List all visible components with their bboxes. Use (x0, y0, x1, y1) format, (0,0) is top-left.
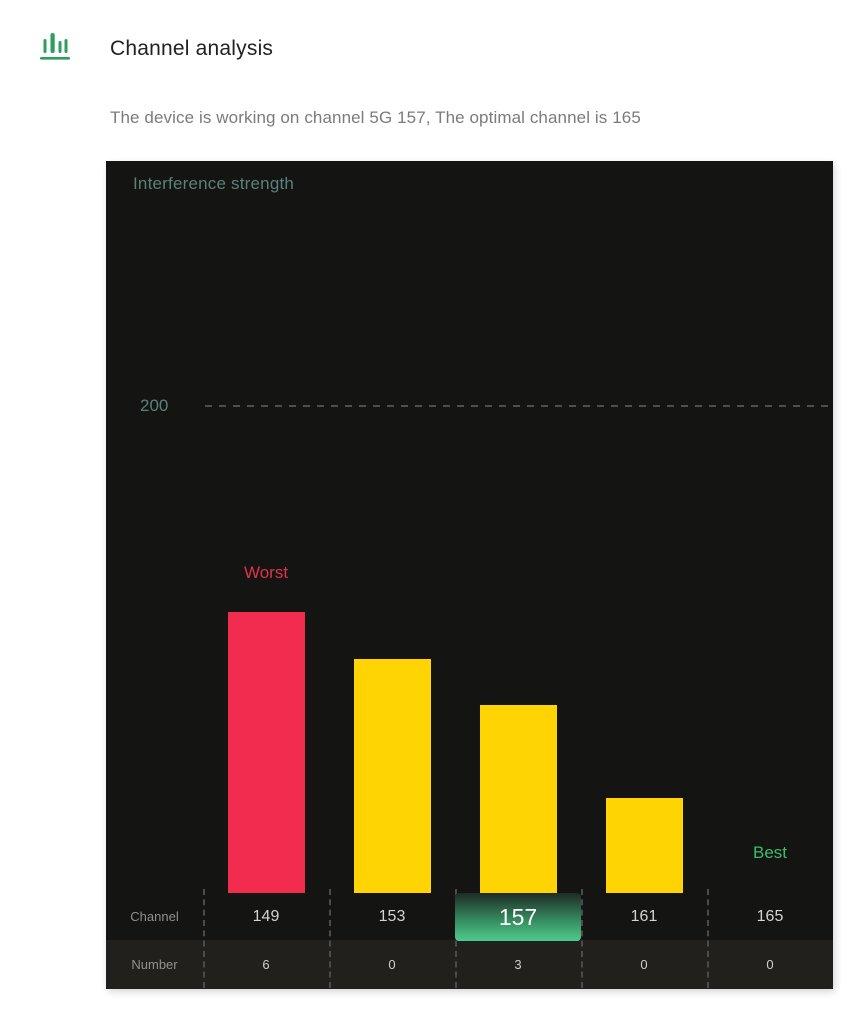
page-title: Channel analysis (110, 37, 274, 60)
reference-dashed-line (205, 405, 833, 407)
column-separator (329, 889, 331, 988)
number-cell: 0 (766, 957, 774, 972)
channel-cell: 149 (252, 908, 280, 925)
number-cell: 0 (640, 957, 648, 972)
interference-chart: Interference strength 200 Channel Number… (106, 161, 833, 989)
channel-cell: 165 (756, 908, 784, 925)
selected-channel-cell: 157 (455, 893, 581, 941)
number-cell: 6 (262, 957, 270, 972)
column-separator (707, 889, 709, 988)
bar-chart-icon (37, 28, 73, 64)
best-label: Best (752, 843, 788, 862)
column-separator (203, 889, 205, 988)
channel-row-label: Channel (130, 909, 179, 924)
interference-bar-153 (353, 659, 431, 893)
channel-cell: 161 (630, 908, 658, 925)
interference-bar-149 (227, 612, 305, 893)
number-cell: 0 (388, 957, 396, 972)
number-row-label: Number (131, 957, 178, 972)
worst-label: Worst (243, 563, 289, 582)
column-separator (581, 889, 583, 988)
chart-y-axis-label: Interference strength (133, 174, 295, 193)
page-subtitle: The device is working on channel 5G 157,… (110, 108, 641, 127)
reference-line-value: 200 (140, 396, 169, 415)
number-row-band (106, 940, 833, 989)
number-cell: 3 (514, 957, 522, 972)
channel-cell: 153 (378, 908, 406, 925)
interference-bar-157 (479, 705, 557, 893)
interference-bar-161 (605, 798, 683, 893)
